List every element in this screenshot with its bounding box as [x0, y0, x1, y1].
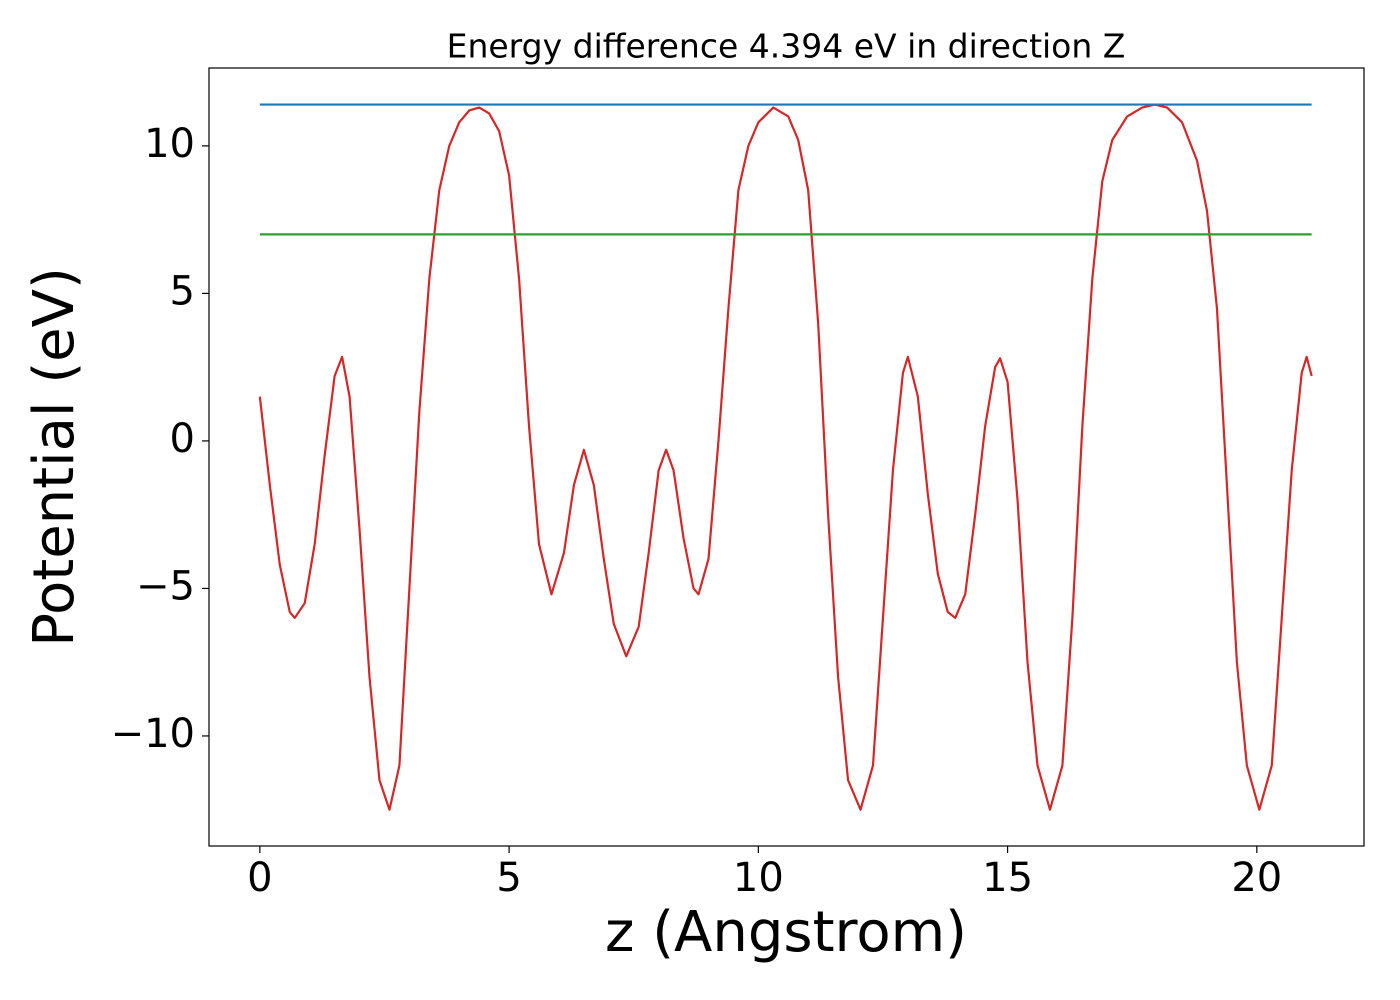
y-tick-label: −10	[111, 711, 195, 757]
x-tick-label: 5	[496, 855, 521, 901]
x-tick-label: 20	[1231, 855, 1282, 901]
x-tick-label: 10	[733, 855, 784, 901]
y-tick-label: 5	[170, 268, 195, 314]
y-tick-label: 0	[170, 416, 195, 462]
y-tick-label: −5	[136, 563, 195, 609]
x-tick-label: 15	[982, 855, 1033, 901]
y-axis-label: Potential (eV)	[22, 267, 87, 647]
x-axis-label: z (Angstrom)	[605, 900, 967, 965]
y-tick-label: 10	[144, 121, 195, 167]
chart-title: Energy difference 4.394 eV in direction …	[447, 27, 1126, 66]
x-tick-label: 0	[247, 855, 272, 901]
series-line	[258, 103, 1313, 811]
plot-frame	[208, 67, 1365, 847]
